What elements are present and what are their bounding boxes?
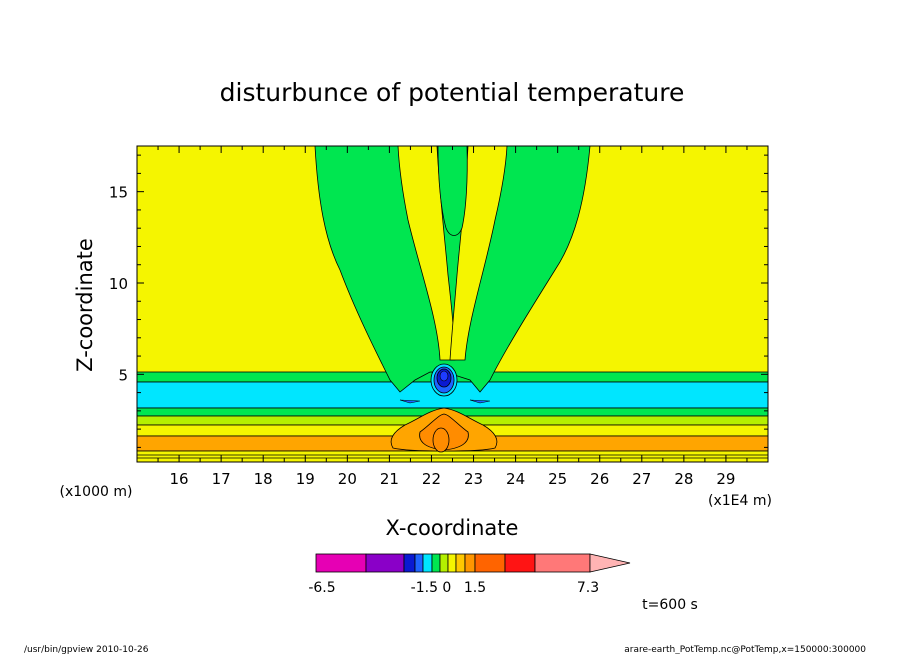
x-tick-label: 29 bbox=[716, 470, 735, 488]
colorbar-segment bbox=[422, 553, 433, 573]
colorbar-segment bbox=[315, 553, 367, 573]
x-tick-label: 24 bbox=[506, 470, 525, 488]
x-tick-label: 26 bbox=[590, 470, 609, 488]
colorbar-segment bbox=[474, 553, 506, 573]
colorbar-segment bbox=[504, 553, 536, 573]
x-tick-label: 23 bbox=[464, 470, 483, 488]
y-tick-label: 15 bbox=[109, 184, 128, 202]
x-tick-label: 19 bbox=[296, 470, 315, 488]
plot-area bbox=[136, 145, 769, 463]
x-tick-label: 22 bbox=[422, 470, 441, 488]
y-tick-label: 10 bbox=[109, 275, 128, 293]
x-tick-label: 27 bbox=[632, 470, 651, 488]
colorbar bbox=[315, 553, 631, 573]
plume-green bbox=[314, 145, 591, 393]
x-axis: 16 17 18 19 20 21 22 23 24 25 26 27 28 29 bbox=[136, 146, 769, 488]
x-tick-label: 20 bbox=[338, 470, 357, 488]
x-tick-label: 25 bbox=[548, 470, 567, 488]
y-axis-label: Z-coordinate bbox=[73, 238, 97, 372]
colorbar-segment bbox=[447, 553, 457, 573]
x-tick-label: 18 bbox=[254, 470, 273, 488]
colorbar-segment bbox=[403, 553, 416, 573]
x-axis-label: X-coordinate bbox=[386, 516, 519, 540]
x-tick-label: 21 bbox=[380, 470, 399, 488]
x-unit-note: (x1E4 m) bbox=[708, 493, 772, 509]
colorbar-segment bbox=[464, 553, 476, 573]
footer-right: arare-earth_PotTemp.nc@PotTemp,x=150000:… bbox=[624, 645, 866, 654]
colorbar-label-max: 7.3 bbox=[577, 580, 599, 596]
x-tick-label: 28 bbox=[674, 470, 693, 488]
colorbar-label-min: -6.5 bbox=[308, 580, 335, 596]
x-tick-label: 17 bbox=[212, 470, 231, 488]
colorbar-tick-labels: -6.5 -1.5 0 1.5 7.3 bbox=[308, 580, 599, 596]
colorbar-segment bbox=[439, 553, 449, 573]
y-axis: 5 10 15 bbox=[109, 154, 768, 448]
x-tick-label: 16 bbox=[170, 470, 189, 488]
colorbar-label-neg: -1.5 0 bbox=[411, 580, 452, 596]
colorbar-segment bbox=[431, 553, 441, 573]
chart-title: disturbunce of potential temperature bbox=[220, 78, 685, 107]
plume-center-finger bbox=[437, 145, 468, 236]
y-tick-label: 5 bbox=[118, 366, 128, 384]
footer-left: /usr/bin/gpview 2010-10-26 bbox=[24, 645, 149, 654]
colorbar-label-pos: 1.5 bbox=[464, 580, 486, 596]
colorbar-segment bbox=[414, 553, 424, 573]
colorbar-arrow bbox=[589, 553, 631, 573]
colorbar-segment bbox=[455, 553, 466, 573]
colorbar-segment bbox=[534, 553, 591, 573]
central-disturbance bbox=[390, 363, 498, 453]
time-annotation: t=600 s bbox=[642, 597, 698, 613]
y-unit-note: (x1000 m) bbox=[60, 484, 133, 500]
colorbar-segment bbox=[365, 553, 405, 573]
